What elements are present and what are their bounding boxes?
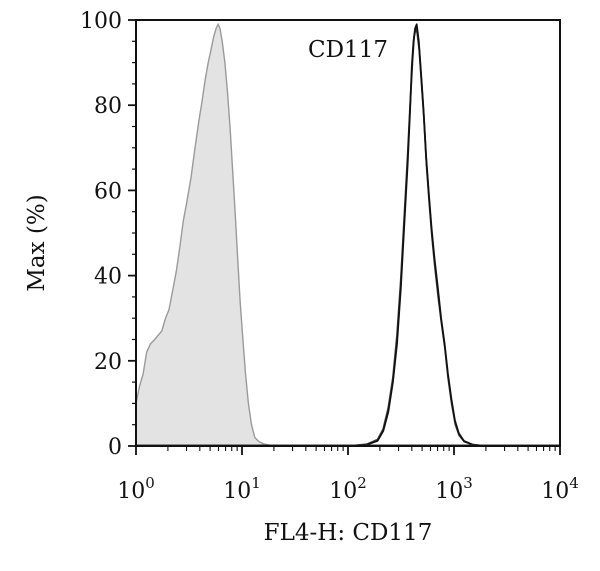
x-tick-label: 102: [329, 474, 367, 504]
y-axis-label: Max (%): [24, 194, 50, 291]
y-tick-label: 60: [94, 179, 122, 204]
x-tick-label: 103: [435, 474, 473, 504]
x-tick-label: 104: [541, 474, 579, 504]
y-tick-label: 80: [94, 94, 122, 119]
y-tick-label: 40: [94, 265, 122, 290]
x-tick-label: 101: [223, 474, 261, 504]
series-2-line: [347, 23, 486, 447]
series-layer: [135, 22, 560, 447]
chart-annotation: CD117: [308, 37, 388, 63]
series-0-line: [135, 22, 275, 447]
axis-layer: 0 20 40 60 80 100 100 101 102 103 104: [80, 9, 579, 504]
y-tick-label: 100: [80, 9, 122, 34]
x-tick-label: 100: [117, 474, 155, 504]
x-axis-label: FL4-H: CD117: [264, 520, 433, 546]
y-tick-label: 20: [94, 350, 122, 375]
y-tick-label: 0: [108, 435, 122, 460]
series-1-line: [347, 27, 486, 447]
series-0-fill: [136, 24, 274, 447]
